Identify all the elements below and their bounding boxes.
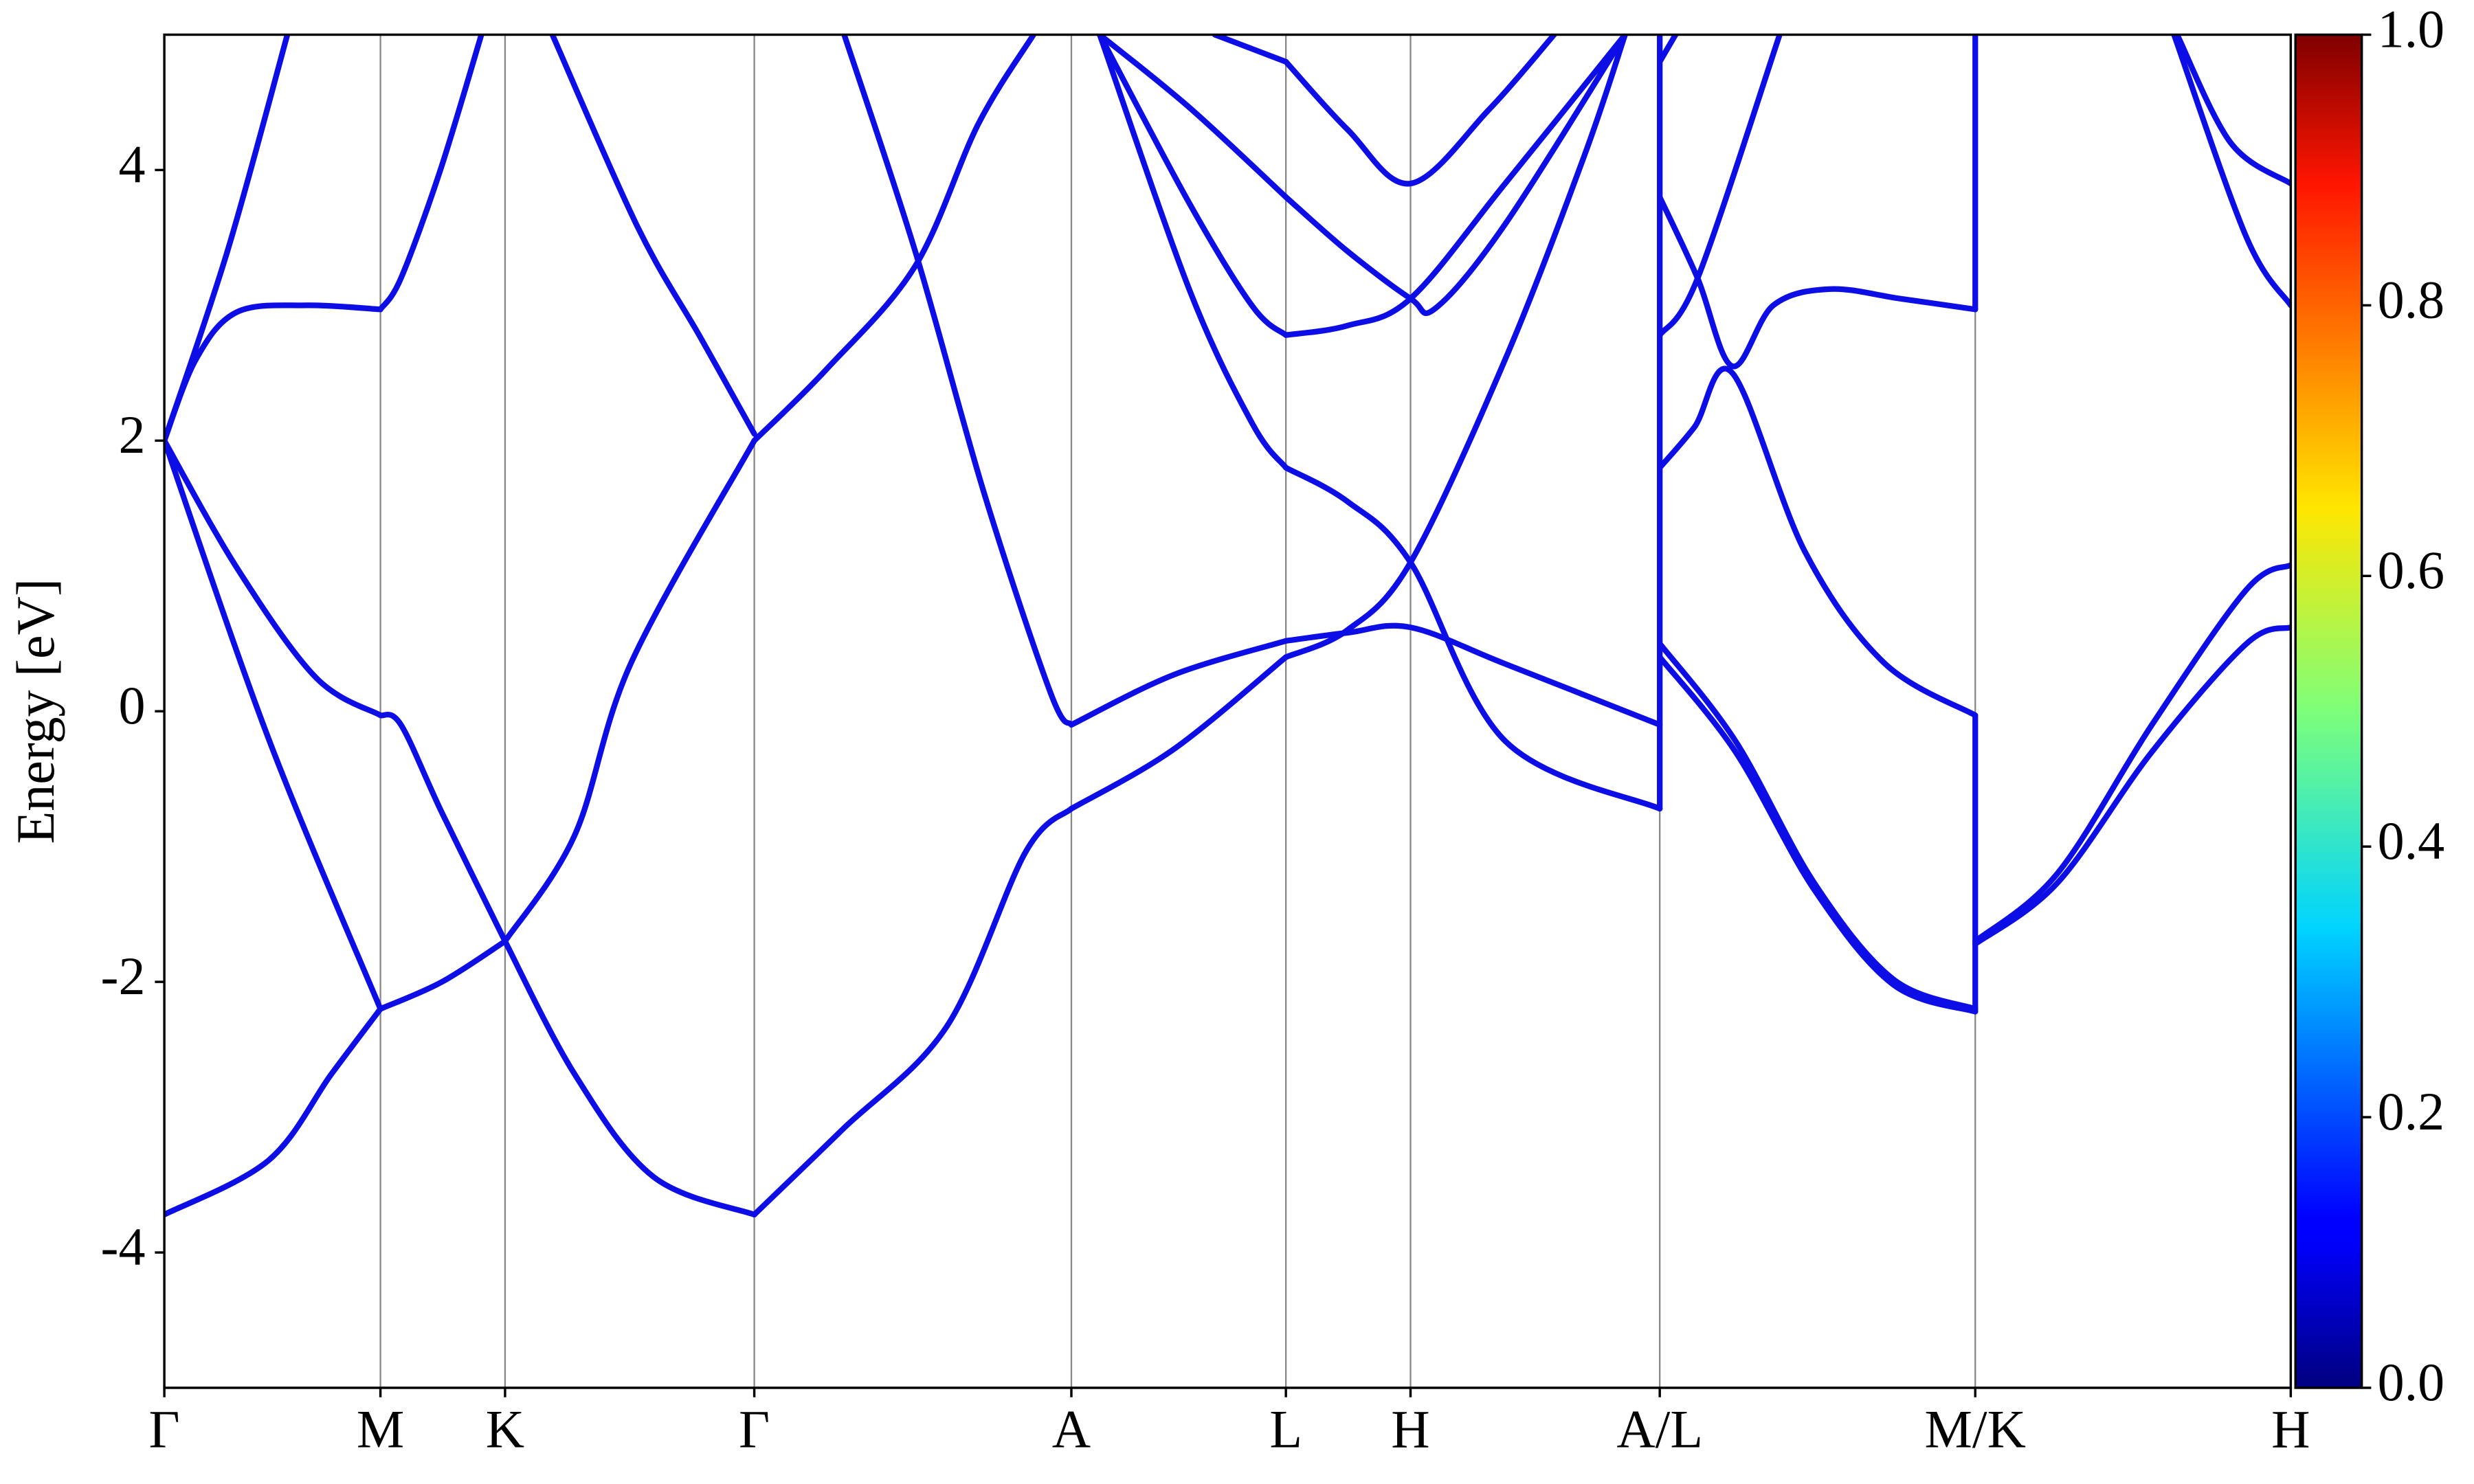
band-line: [164, 438, 383, 1012]
x-tick-label: H: [1391, 1399, 1429, 1459]
x-tick-label: M: [357, 1399, 404, 1459]
band-line: [549, 34, 757, 437]
band-line: [377, 34, 484, 313]
y-tick-label: -2: [101, 946, 146, 1006]
band-line: [751, 805, 1075, 1218]
band-line: [164, 302, 383, 444]
band-line: [164, 1006, 383, 1218]
band-line: [502, 938, 757, 1218]
band-line: [1657, 366, 1979, 719]
band-line: [1972, 624, 2291, 947]
band-line: [1283, 622, 1663, 728]
x-tick-label: K: [486, 1399, 524, 1459]
band-line: [1068, 654, 1289, 812]
band-line: [2174, 34, 2291, 187]
x-tick-label: Γ: [149, 1399, 180, 1459]
band-line: [1972, 562, 2291, 945]
band-line: [502, 438, 757, 945]
band-line: [1283, 464, 1663, 812]
band-line: [1657, 34, 1783, 338]
band-line: [1097, 34, 1289, 471]
band-line: [1068, 638, 1289, 728]
band-line: [164, 34, 291, 444]
band-line: [1283, 34, 1628, 660]
colorbar-tick-label: 0.6: [2378, 540, 2445, 600]
band-line: [2171, 34, 2291, 308]
band-line: [164, 438, 383, 719]
band-line: [1657, 194, 1979, 370]
band-line: [1657, 654, 1979, 1015]
y-tick-label: -4: [101, 1217, 146, 1277]
band-line: [841, 34, 1075, 728]
colorbar-tick-label: 1.0: [2378, 0, 2445, 58]
y-axis-label: Energy [eV]: [5, 578, 65, 844]
x-tick-label: A/L: [1616, 1399, 1703, 1459]
band-line: [751, 34, 1037, 444]
x-tick-label: Γ: [739, 1399, 770, 1459]
band-line: [1283, 34, 1628, 338]
y-tick-label: 2: [119, 405, 146, 464]
colorbar-tick-label: 0.0: [2378, 1352, 2445, 1412]
band-line: [1097, 34, 1289, 338]
band-line: [377, 938, 509, 1012]
colorbar-tick-label: 0.8: [2378, 269, 2445, 329]
x-tick-label: H: [2271, 1399, 2310, 1459]
y-tick-label: 0: [119, 675, 146, 735]
band-line: [1283, 34, 1628, 316]
x-tick-label: M/K: [1925, 1399, 2026, 1459]
colorbar-tick-label: 0.2: [2378, 1081, 2445, 1141]
x-tick-label: A: [1052, 1399, 1091, 1459]
colorbar-tick-label: 0.4: [2378, 811, 2445, 870]
y-tick-label: 4: [119, 134, 146, 194]
colorbar: [2294, 33, 2363, 1389]
band-line: [1283, 34, 1557, 187]
band-line: [1212, 34, 1289, 65]
x-tick-label: L: [1269, 1399, 1302, 1459]
band-line: [1097, 34, 1289, 200]
band-line: [377, 711, 509, 945]
band-line: [1657, 640, 1979, 1012]
band-line: [1657, 34, 1679, 65]
